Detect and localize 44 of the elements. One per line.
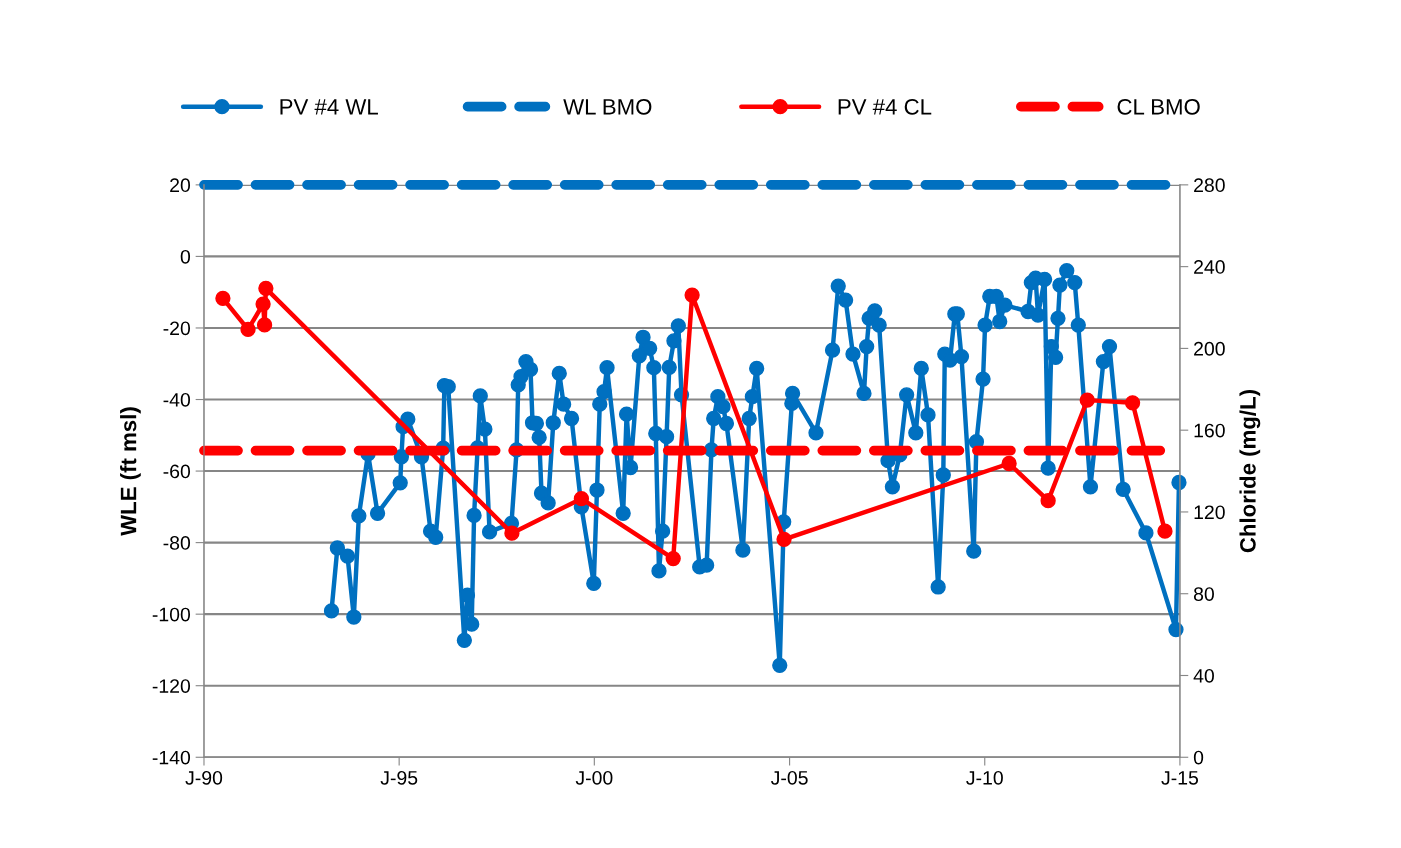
x-tick-label: J-00: [575, 770, 613, 785]
x-tick-label: J-90: [185, 770, 223, 785]
point: [240, 321, 256, 338]
y2-tick-label: 240: [1194, 260, 1225, 274]
legend-label: WL BMO: [563, 98, 652, 115]
y-tick-label: -100: [152, 607, 191, 622]
x-tick-label: J-15: [1161, 771, 1199, 785]
point: [1040, 493, 1056, 509]
point: [573, 491, 590, 507]
y2-tick-label: 200: [1194, 341, 1225, 356]
legend-label: PV #4 CL: [838, 98, 932, 115]
y2-tick-label: 80: [1193, 587, 1214, 601]
y2-tick-label: 120: [1194, 505, 1225, 520]
y-tick-label: -20: [163, 321, 191, 336]
point: [504, 525, 520, 541]
y-tick-label: -40: [163, 392, 191, 407]
point: [255, 296, 271, 312]
point: [215, 290, 231, 306]
point: [665, 550, 681, 567]
x-tick-label: J-10: [966, 770, 1003, 785]
y-tick-label: -140: [152, 750, 191, 765]
point: [1157, 523, 1173, 539]
y-tick-label: -120: [152, 679, 191, 693]
point: [258, 280, 274, 296]
y2-tick-label: 280: [1194, 178, 1225, 193]
y-tick-label: -60: [163, 464, 191, 479]
y2-axis-title: Chloride (mg/L): [1239, 390, 1261, 553]
legend-label: CL BMO: [1117, 98, 1200, 115]
y-tick-label: 0: [180, 249, 191, 264]
point: [776, 531, 792, 547]
point: [684, 287, 700, 303]
y2-tick-label: 0: [1193, 750, 1204, 765]
legend-label: PV #4 WL: [280, 99, 378, 115]
x-tick-label: J-05: [770, 770, 808, 785]
point: [256, 317, 273, 333]
y-tick-label: 20: [170, 178, 191, 193]
y-tick-label: -80: [163, 536, 191, 550]
y2-tick-label: 40: [1193, 668, 1214, 683]
y-axis-title: WLE (ft msl): [120, 407, 141, 536]
point: [1001, 455, 1017, 472]
point: [1124, 395, 1141, 411]
x-tick-label: J-95: [380, 770, 418, 785]
point: [1079, 392, 1095, 408]
y2-tick-label: 160: [1194, 423, 1225, 438]
